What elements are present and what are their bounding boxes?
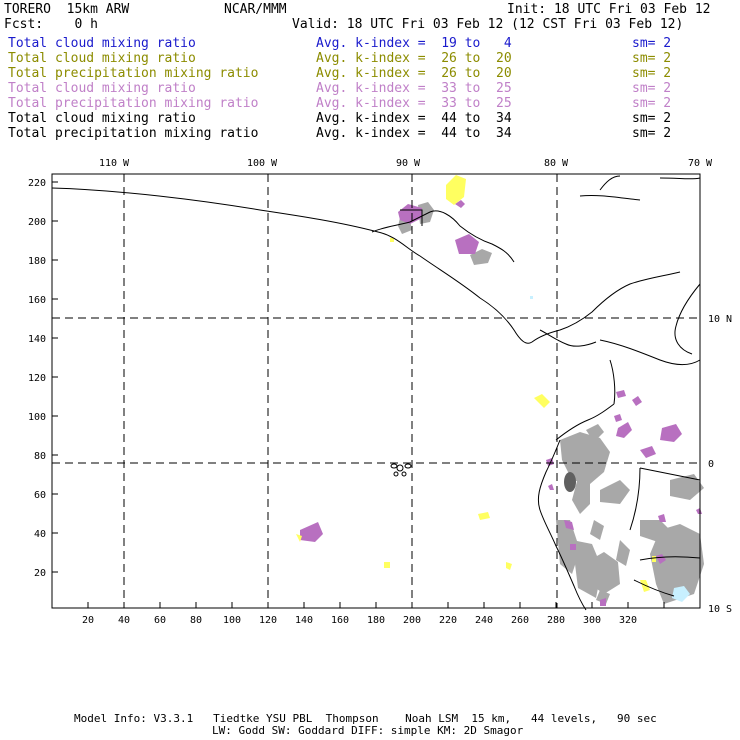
model-title: TORERO 15km ARW <box>4 2 130 17</box>
x-tick-label: 80 <box>190 615 202 626</box>
x-tick-label: 60 <box>154 615 166 626</box>
map-frame <box>51 173 701 609</box>
lon-label: 100 W <box>247 158 278 169</box>
model-info-line-1: Model Info: V3.3.1 Tiedtke YSU PBL Thomp… <box>74 712 657 725</box>
x-tick-label: 320 <box>619 615 637 626</box>
dark-cloud-core <box>564 472 576 492</box>
light-cyan-dot <box>530 296 533 299</box>
x-tick-label: 240 <box>475 615 493 626</box>
light-cyan-area <box>672 586 690 602</box>
x-tick-label: 280 <box>547 615 565 626</box>
y-tick-label: 60 <box>34 490 46 501</box>
lon-label: 80 W <box>544 158 569 169</box>
model-info-line-2: LW: Godd SW: Goddard DIFF: simple KM: 2D… <box>212 724 524 737</box>
legend-field-label: Total cloud mixing ratio <box>8 81 196 96</box>
center-label: NCAR/MMM <box>224 2 287 17</box>
legend-kindex: Avg. k-index = 44 to 34 <box>316 111 512 126</box>
lon-label: 90 W <box>396 158 421 169</box>
y-tick-label: 140 <box>28 334 46 345</box>
y-tick-label: 100 <box>28 412 46 423</box>
legend-smooth: sm= 2 <box>632 126 672 141</box>
x-tick-label: 20 <box>82 615 94 626</box>
legend-kindex: Avg. k-index = 44 to 34 <box>316 126 512 141</box>
x-tick-label: 200 <box>403 615 421 626</box>
y-tick-label: 20 <box>34 568 46 579</box>
x-tick-label: 220 <box>439 615 457 626</box>
legend-kindex: Avg. k-index = 33 to 25 <box>316 81 512 96</box>
legend-kindex: Avg. k-index = 19 to 4 <box>316 36 512 51</box>
legend-kindex: Avg. k-index = 33 to 25 <box>316 96 512 111</box>
x-tick-label: 180 <box>367 615 385 626</box>
legend-smooth: sm= 2 <box>632 66 672 81</box>
coastlines <box>51 175 701 611</box>
legend-kindex: Avg. k-index = 26 to 20 <box>316 66 512 81</box>
legend-smooth: sm= 2 <box>632 96 672 111</box>
x-tick-label: 140 <box>295 615 313 626</box>
y-tick-label: 220 <box>28 178 46 189</box>
y-tick-label: 180 <box>28 256 46 267</box>
legend-kindex: Avg. k-index = 26 to 20 <box>316 51 512 66</box>
lat-label: 10 S <box>708 604 732 615</box>
legend-field-label: Total cloud mixing ratio <box>8 111 196 126</box>
y-tick-label: 120 <box>28 373 46 384</box>
y-axis: 20 40 60 80 100 120 140 160 180 200 220 <box>28 178 58 579</box>
lon-label: 70 W <box>688 158 713 169</box>
x-tick-label: 100 <box>223 615 241 626</box>
legend-smooth: sm= 2 <box>632 81 672 96</box>
legend-smooth: sm= 2 <box>632 36 672 51</box>
y-tick-label: 80 <box>34 451 46 462</box>
legend-smooth: sm= 2 <box>632 111 672 126</box>
x-tick-label: 260 <box>511 615 529 626</box>
legend-field-label: Total precipitation mixing ratio <box>8 126 259 141</box>
galapagos-islands <box>390 463 412 477</box>
lat-label: 10 N <box>708 314 732 325</box>
x-tick-label: 160 <box>331 615 349 626</box>
gray-cloud-areas <box>398 202 704 604</box>
x-tick-label: 300 <box>583 615 601 626</box>
lat-label: 0 <box>708 459 714 470</box>
init-time: Init: 18 UTC Fri 03 Feb 12 <box>507 2 711 17</box>
y-tick-label: 160 <box>28 295 46 306</box>
forecast-hour: Fcst: 0 h <box>4 17 98 32</box>
valid-time: Valid: 18 UTC Fri 03 Feb 12 (12 CST Fri … <box>292 17 684 32</box>
legend-field-label: Total cloud mixing ratio <box>8 51 196 66</box>
legend-field-label: Total precipitation mixing ratio <box>8 66 259 81</box>
legend-smooth: sm= 2 <box>632 51 672 66</box>
purple-precip-areas <box>300 200 702 606</box>
x-tick-label: 40 <box>118 615 130 626</box>
x-tick-label: 120 <box>259 615 277 626</box>
y-tick-label: 200 <box>28 217 46 228</box>
lat-lon-gridlines <box>52 174 700 608</box>
legend-field-label: Total cloud mixing ratio <box>8 36 196 51</box>
forecast-map: 110 W 100 W 90 W 80 W 70 W 10 N 0 10 S <box>28 158 732 626</box>
legend-field-label: Total precipitation mixing ratio <box>8 96 259 111</box>
x-axis: 20 40 60 80 100 120 140 160 180 200 220 … <box>82 602 665 626</box>
lon-label: 110 W <box>99 158 130 169</box>
y-tick-label: 40 <box>34 529 46 540</box>
